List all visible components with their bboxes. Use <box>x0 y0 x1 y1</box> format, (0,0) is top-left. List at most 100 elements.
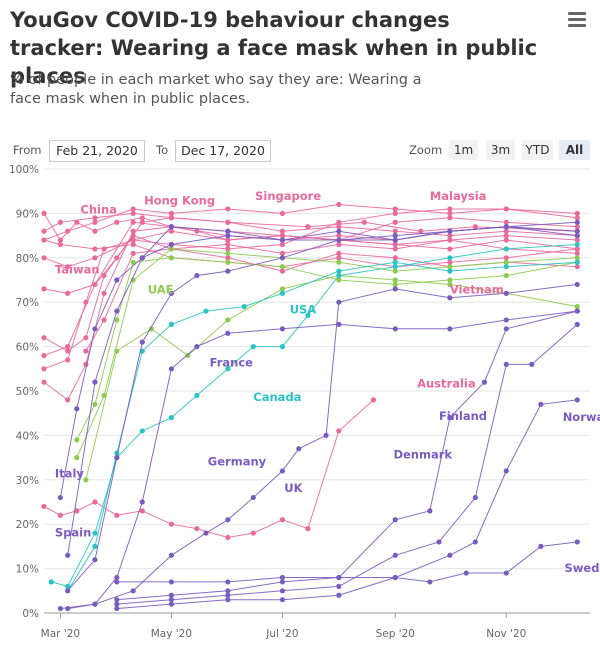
data-point <box>65 264 71 270</box>
series-line <box>43 203 578 241</box>
data-point <box>130 259 136 265</box>
data-point <box>74 406 80 412</box>
from-date-input[interactable]: Feb 21, 2020 <box>49 140 145 162</box>
data-point <box>168 597 174 603</box>
data-point <box>225 330 231 336</box>
data-point <box>447 259 453 265</box>
data-point <box>168 210 174 216</box>
data-point <box>336 428 342 434</box>
data-point <box>279 286 286 292</box>
country-label: China <box>80 202 117 216</box>
x-tick-label: May '20 <box>151 628 192 640</box>
data-point <box>279 344 286 350</box>
data-point <box>305 312 311 319</box>
y-tick-label: 50% <box>16 386 39 398</box>
data-point <box>447 237 453 243</box>
data-point <box>336 228 342 234</box>
data-point <box>41 255 47 261</box>
data-point <box>503 219 509 225</box>
data-point <box>185 352 191 359</box>
data-point <box>83 348 89 354</box>
country-label: Malaysia <box>430 189 487 203</box>
data-point <box>130 588 136 594</box>
data-point <box>168 601 174 607</box>
data-point <box>503 224 509 230</box>
data-point <box>114 601 120 607</box>
y-tick-label: 60% <box>16 342 39 354</box>
data-point <box>225 268 231 274</box>
data-point <box>41 286 47 292</box>
data-point <box>447 295 453 301</box>
menu-icon[interactable] <box>568 12 586 28</box>
data-point <box>139 428 145 434</box>
series-line <box>51 244 578 587</box>
data-point <box>447 268 453 274</box>
to-date-input[interactable]: Dec 17, 2020 <box>175 140 271 162</box>
data-point <box>168 579 174 585</box>
data-point <box>574 241 580 248</box>
to-label: To <box>156 143 169 157</box>
data-point <box>250 344 256 350</box>
data-point <box>574 539 580 545</box>
data-point <box>279 579 286 585</box>
data-point <box>114 512 120 518</box>
data-point <box>370 397 377 403</box>
data-point <box>194 392 200 399</box>
country-label: Spain <box>55 526 91 540</box>
data-point <box>225 259 231 265</box>
data-point <box>57 494 63 501</box>
data-point <box>503 246 509 252</box>
data-point <box>57 237 63 243</box>
data-point <box>323 432 329 438</box>
data-point <box>114 605 120 612</box>
data-point <box>225 317 231 323</box>
data-point <box>65 228 71 234</box>
country-label: USA <box>290 302 317 316</box>
series-line <box>43 213 578 250</box>
data-point <box>503 468 509 474</box>
data-point <box>336 583 342 589</box>
data-point <box>74 437 80 443</box>
data-point <box>92 401 98 407</box>
data-point <box>392 574 398 581</box>
series-line <box>43 399 374 539</box>
data-point <box>503 255 509 261</box>
data-point <box>65 348 71 354</box>
data-point <box>574 255 580 261</box>
data-point <box>472 224 478 230</box>
data-point <box>574 397 580 403</box>
zoom-ytd-button[interactable]: YTD <box>522 140 553 160</box>
country-label: Australia <box>417 376 476 390</box>
series-line <box>116 541 578 583</box>
data-point <box>463 570 469 576</box>
from-label: From <box>13 143 42 157</box>
data-point <box>503 326 509 332</box>
data-point <box>336 277 342 283</box>
zoom-all-button[interactable]: All <box>559 140 590 160</box>
data-point <box>447 277 453 283</box>
data-point <box>41 503 47 510</box>
data-point <box>392 228 398 234</box>
data-point <box>130 228 136 234</box>
data-point <box>392 268 398 274</box>
data-point <box>503 570 509 576</box>
data-point <box>336 241 342 248</box>
data-point <box>114 574 120 581</box>
data-point <box>83 477 89 483</box>
data-point <box>279 255 286 261</box>
zoom-1m-button[interactable]: 1m <box>449 140 478 160</box>
data-point <box>65 344 71 350</box>
data-point <box>41 228 47 234</box>
data-point <box>250 494 256 501</box>
data-point <box>57 219 63 225</box>
data-point <box>168 415 174 421</box>
data-point <box>92 557 98 563</box>
country-label: Hong Kong <box>144 194 215 208</box>
data-point <box>336 299 342 305</box>
zoom-3m-button[interactable]: 3m <box>486 140 515 160</box>
y-tick-label: 40% <box>16 430 39 442</box>
data-point <box>203 530 209 536</box>
data-point <box>447 210 453 216</box>
series-line <box>60 283 578 610</box>
data-point <box>574 250 580 256</box>
